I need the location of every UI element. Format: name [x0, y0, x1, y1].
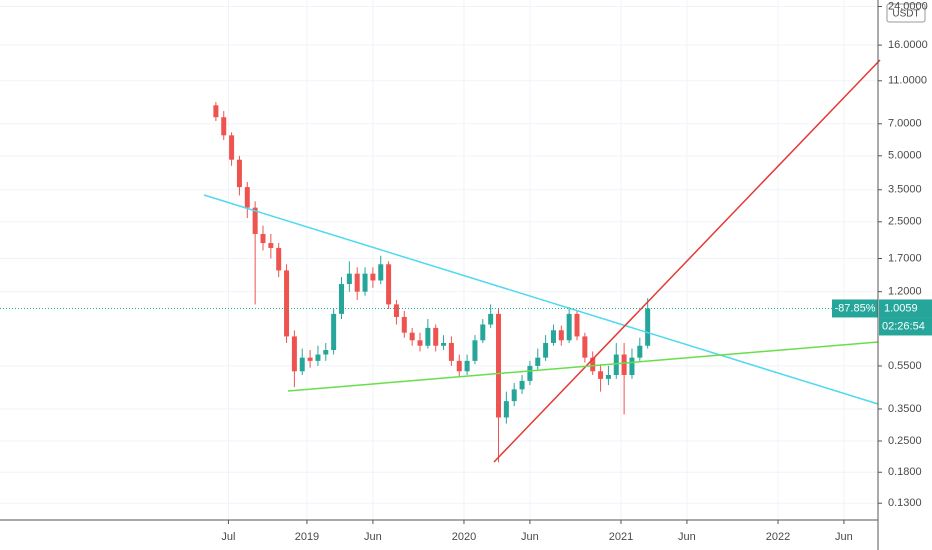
- candle-body: [401, 316, 407, 333]
- candle-body: [276, 247, 282, 271]
- y-tick-label: 24.0000: [888, 0, 928, 12]
- candle-body: [236, 159, 242, 188]
- x-tick-label: Jul: [221, 531, 235, 543]
- price-box: [879, 299, 932, 318]
- candle-body: [409, 332, 415, 341]
- candle-body: [629, 357, 635, 376]
- candle-body: [354, 273, 360, 292]
- candle-body: [229, 135, 235, 160]
- candle-body: [637, 345, 643, 358]
- countdown-label: 02:26:54: [882, 320, 925, 332]
- candle-body: [221, 117, 227, 136]
- candle-body: [307, 357, 313, 361]
- trendline: [493, 59, 881, 463]
- x-tick-label: Jun: [678, 531, 696, 543]
- candle-body: [284, 270, 290, 337]
- candle-body: [268, 243, 274, 248]
- price-label: 1.0059: [884, 302, 918, 314]
- candle-body: [260, 233, 266, 244]
- y-tick-label: 0.5500: [888, 360, 922, 372]
- candle-body: [425, 327, 431, 346]
- candle-body: [315, 354, 321, 361]
- candle-body: [417, 340, 423, 346]
- x-tick-label: Jun: [521, 531, 539, 543]
- y-tick-label: 1.2000: [888, 286, 922, 298]
- candle-body: [433, 327, 439, 346]
- candle-body: [574, 313, 580, 337]
- candle-body: [480, 324, 486, 341]
- candle-body: [244, 187, 250, 208]
- candle-body: [590, 357, 596, 372]
- y-tick-label: 16.0000: [888, 39, 928, 51]
- candle-body: [582, 336, 588, 358]
- candle-body: [331, 313, 337, 351]
- currency[interactable]: USDT: [892, 9, 919, 20]
- y-tick-label: 1.7000: [888, 252, 922, 264]
- y-tick-label: 11.0000: [888, 75, 927, 87]
- candle-body: [472, 340, 478, 361]
- candle-body: [598, 371, 604, 379]
- countdown-box: [879, 317, 932, 336]
- y-tick-label: 5.0000: [888, 150, 922, 162]
- change-box: [832, 299, 878, 318]
- candle-body: [543, 342, 549, 358]
- candle-body: [519, 380, 525, 390]
- x-tick-label: Jun: [835, 531, 853, 543]
- candle-body: [613, 354, 619, 376]
- candle-body: [605, 375, 611, 379]
- candle-body: [291, 336, 297, 372]
- y-tick-label: 0.2500: [888, 435, 922, 447]
- candle-body: [464, 360, 470, 372]
- y-tick-label: 0.1800: [888, 466, 922, 478]
- candle-body: [527, 365, 533, 381]
- currency-box[interactable]: [886, 3, 926, 23]
- x-tick-label: Jun: [364, 531, 382, 543]
- overlay: -87.85%: [0, 299, 878, 318]
- candle-body: [448, 342, 454, 361]
- x-tick-label: 2021: [609, 531, 633, 543]
- candle-body: [496, 313, 502, 418]
- candles: [213, 102, 651, 463]
- candle-body: [346, 273, 352, 285]
- y-tick-label: 2.5000: [888, 216, 922, 228]
- candle-body: [252, 207, 258, 234]
- x-tick-label: 2022: [766, 531, 790, 543]
- candle-body: [645, 308, 651, 346]
- trendline: [203, 194, 879, 405]
- change-label: -87.85%: [835, 302, 876, 314]
- candle-body: [441, 342, 447, 346]
- candle-body: [378, 264, 384, 281]
- trendline: [287, 341, 879, 392]
- candle-body: [511, 389, 517, 402]
- x-tick-label: 2020: [452, 531, 476, 543]
- candle-body: [621, 354, 627, 376]
- y-tick-label: 0.1300: [888, 497, 922, 509]
- candle-body: [213, 105, 219, 118]
- candle-body: [338, 284, 344, 314]
- candle-body: [550, 330, 556, 343]
- y-tick-label: 0.3500: [888, 403, 922, 415]
- candle-body: [566, 313, 572, 341]
- candle-body: [535, 357, 541, 366]
- y-tick-label: 3.5000: [888, 184, 922, 196]
- candle-body: [299, 357, 305, 372]
- candle-body: [370, 273, 376, 281]
- x-tick-label: 2019: [295, 531, 319, 543]
- grid: [0, 0, 878, 520]
- candle-body: [488, 313, 494, 325]
- candle-body: [323, 350, 329, 355]
- candle-body: [362, 273, 368, 292]
- candle-body: [503, 401, 509, 418]
- candle-body: [456, 360, 462, 372]
- candle-body: [393, 304, 399, 317]
- y-tick-label: 7.0000: [888, 118, 922, 130]
- candle-body: [386, 264, 392, 305]
- candle-body: [558, 330, 564, 341]
